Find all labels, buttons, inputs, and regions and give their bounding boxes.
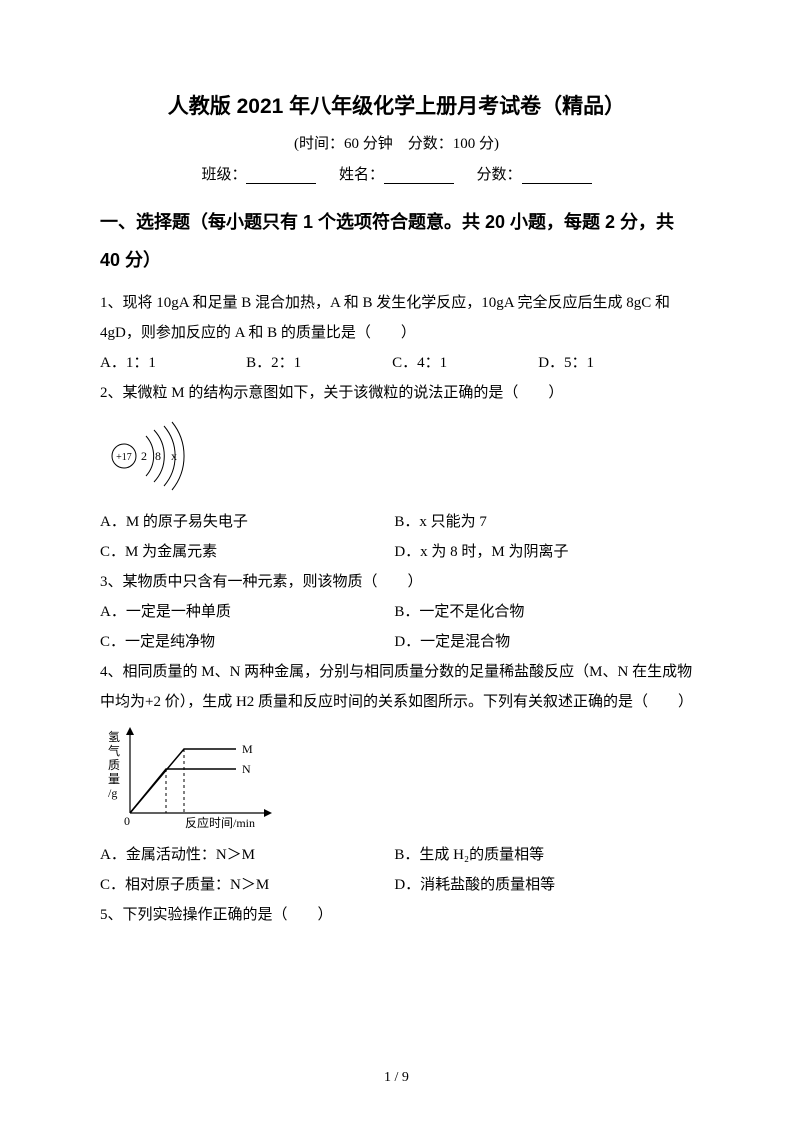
- class-label: 班级：: [201, 167, 246, 183]
- q4-opt-a: A．金属活动性：N＞M: [100, 840, 391, 870]
- ylabel-1: 氢: [108, 729, 120, 744]
- question-4-options: A．金属活动性：N＞M B．生成 H₂的质量相等: [100, 840, 693, 870]
- score-label: 分数：: [477, 167, 522, 183]
- question-3-options-2: C．一定是纯净物 D．一定是混合物: [100, 627, 693, 657]
- question-5: 5、下列实验操作正确的是（ ）: [100, 900, 693, 930]
- q2-opt-c: C．M 为金属元素: [100, 537, 391, 567]
- section-1-heading: 一、选择题（每小题只有 1 个选项符合题意。共 20 小题，每题 2 分，共 4…: [100, 204, 693, 280]
- question-3-options: A．一定是一种单质 B．一定不是化合物: [100, 597, 693, 627]
- shell-1-label: 2: [141, 449, 147, 463]
- question-1: 1、现将 10gA 和足量 B 混合加热，A 和 B 发生化学反应，10gA 完…: [100, 288, 693, 348]
- q1-opt-b: B．2：1: [246, 348, 388, 378]
- score-blank[interactable]: [522, 168, 592, 184]
- ylabel-4: 量: [108, 772, 120, 786]
- q1-opt-c: C．4：1: [392, 348, 534, 378]
- question-3: 3、某物质中只含有一种元素，则该物质（ ）: [100, 567, 693, 597]
- q3-opt-b: B．一定不是化合物: [394, 597, 685, 627]
- xlabel: 反应时间/min: [185, 815, 255, 830]
- q2-opt-d: D．x 为 8 时，M 为阴离子: [394, 537, 685, 567]
- q2-opt-a: A．M 的原子易失电子: [100, 507, 391, 537]
- ylabel-2: 气: [108, 743, 120, 758]
- exam-subtitle: (时间：60 分钟 分数：100 分): [100, 132, 693, 153]
- question-2-options-2: C．M 为金属元素 D．x 为 8 时，M 为阴离子: [100, 537, 693, 567]
- q4-opt-b: B．生成 H₂的质量相等: [394, 840, 685, 870]
- question-1-options: A．1：1 B．2：1 C．4：1 D．5：1: [100, 348, 693, 378]
- ylabel-5: /g: [108, 786, 117, 800]
- q4-opt-d: D．消耗盐酸的质量相等: [394, 870, 685, 900]
- question-2: 2、某微粒 M 的结构示意图如下，关于该微粒的说法正确的是（ ）: [100, 378, 693, 408]
- page-number: 1 / 9: [0, 1070, 793, 1086]
- exam-title: 人教版 2021 年八年级化学上册月考试卷（精品）: [100, 90, 693, 120]
- series-n-label: N: [242, 762, 251, 776]
- origin-label: 0: [124, 814, 130, 828]
- class-blank[interactable]: [246, 168, 316, 184]
- h2-mass-chart: 氢 气 质 量 /g 0 反应时间/min M N: [100, 723, 693, 838]
- question-4-options-2: C．相对原子质量：N＞M D．消耗盐酸的质量相等: [100, 870, 693, 900]
- ylabel-3: 质: [108, 758, 120, 772]
- q3-opt-a: A．一定是一种单质: [100, 597, 391, 627]
- q2-opt-b: B．x 只能为 7: [394, 507, 685, 537]
- atom-structure-figure: +17 2 8 x: [100, 416, 693, 501]
- shell-2-label: 8: [155, 449, 161, 463]
- nucleus-label: +17: [116, 452, 132, 463]
- q4-opt-c: C．相对原子质量：N＞M: [100, 870, 391, 900]
- series-m-label: M: [242, 742, 253, 756]
- q1-opt-a: A．1：1: [100, 348, 242, 378]
- question-4: 4、相同质量的 M、N 两种金属，分别与相同质量分数的足量稀盐酸反应（M、N 在…: [100, 657, 693, 717]
- name-blank[interactable]: [384, 168, 454, 184]
- q3-opt-d: D．一定是混合物: [394, 627, 685, 657]
- q3-opt-c: C．一定是纯净物: [100, 627, 391, 657]
- name-label: 姓名：: [339, 167, 384, 183]
- q1-opt-d: D．5：1: [538, 348, 680, 378]
- question-2-options: A．M 的原子易失电子 B．x 只能为 7: [100, 507, 693, 537]
- shell-3-label: x: [171, 449, 177, 463]
- student-info-row: 班级： 姓名： 分数：: [100, 163, 693, 184]
